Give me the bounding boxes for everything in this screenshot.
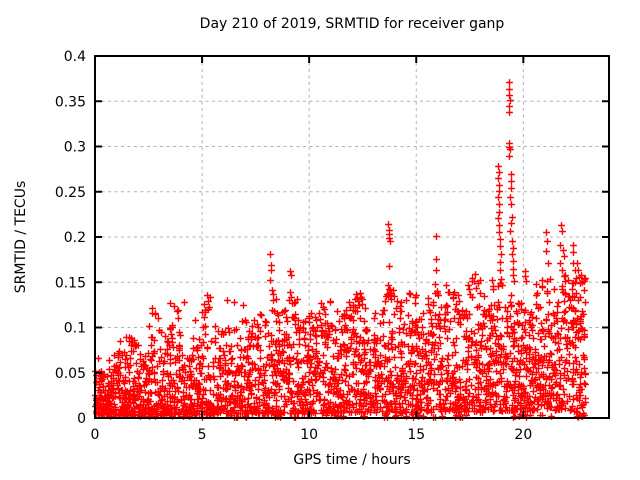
x-tick-label: 5 <box>198 427 207 443</box>
scatter-points <box>92 79 589 421</box>
y-tick-label: 0.15 <box>55 275 86 291</box>
x-tick-label: 0 <box>91 427 100 443</box>
y-tick-label: 0.25 <box>55 185 86 201</box>
x-axis-label: GPS time / hours <box>293 452 411 468</box>
x-tick-label: 20 <box>514 427 532 443</box>
y-tick-label: 0.4 <box>64 49 86 65</box>
y-tick-label: 0.3 <box>64 140 86 156</box>
y-tick-label: 0.2 <box>64 230 86 246</box>
y-tick-label: 0.35 <box>55 94 86 110</box>
x-tick-label: 10 <box>300 427 318 443</box>
chart-title: Day 210 of 2019, SRMTID for receiver gan… <box>199 16 505 32</box>
y-tick-label: 0 <box>77 411 86 427</box>
tick-labels: 0 5 10 15 20 0 0.05 0.1 0.15 0.2 0.25 0.3 0.35 0.4 <box>55 49 532 443</box>
ticks <box>94 55 609 419</box>
y-tick-label: 0.1 <box>64 321 86 337</box>
x-tick-label: 15 <box>407 427 425 443</box>
y-tick-label: 0.05 <box>55 366 86 382</box>
